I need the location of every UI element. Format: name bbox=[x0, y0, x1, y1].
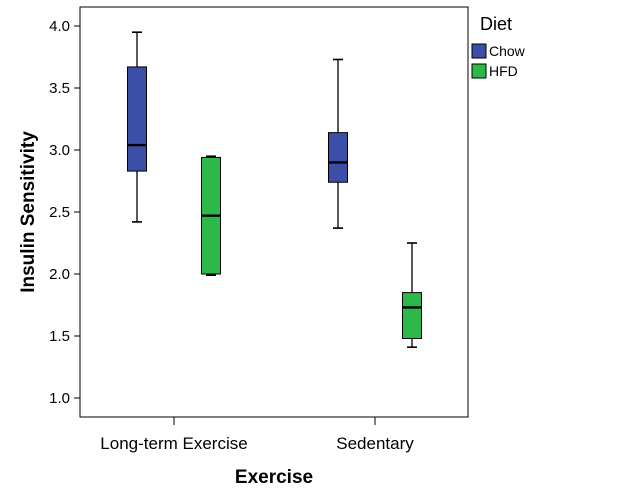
y-tick-label: 2.0 bbox=[49, 266, 70, 283]
legend-label-hfd: HFD bbox=[489, 63, 518, 79]
box-hfd bbox=[402, 242, 422, 348]
x-axis-title: Exercise bbox=[235, 467, 313, 488]
x-category-label: Long-term Exercise bbox=[100, 434, 247, 453]
x-axis: Long-term Exercise Sedentary bbox=[100, 417, 414, 453]
y-tick-label: 1.5 bbox=[49, 328, 70, 345]
legend-swatch-hfd bbox=[471, 63, 487, 79]
box-chow bbox=[328, 58, 348, 229]
legend: Diet Chow HFD bbox=[471, 14, 526, 79]
iqr-box bbox=[127, 66, 147, 172]
y-tick-label: 3.5 bbox=[49, 80, 70, 97]
y-tick-label: 2.5 bbox=[49, 204, 70, 221]
y-axis: 1.0 1.5 2.0 2.5 3.0 3.5 4.0 bbox=[49, 18, 80, 407]
y-axis-title: Insulin Sensitivity bbox=[18, 131, 39, 293]
iqr-box bbox=[402, 292, 422, 339]
box-chow bbox=[127, 31, 147, 223]
x-category-label: Sedentary bbox=[336, 434, 414, 453]
box-group bbox=[127, 31, 422, 348]
legend-label-chow: Chow bbox=[489, 43, 526, 59]
y-tick-label: 4.0 bbox=[49, 18, 70, 35]
legend-title: Diet bbox=[480, 14, 512, 34]
box-hfd bbox=[201, 155, 221, 277]
legend-swatch-chow bbox=[471, 43, 487, 59]
iqr-box bbox=[328, 132, 348, 183]
y-tick-label: 1.0 bbox=[49, 390, 70, 407]
y-tick-label: 3.0 bbox=[49, 142, 70, 159]
